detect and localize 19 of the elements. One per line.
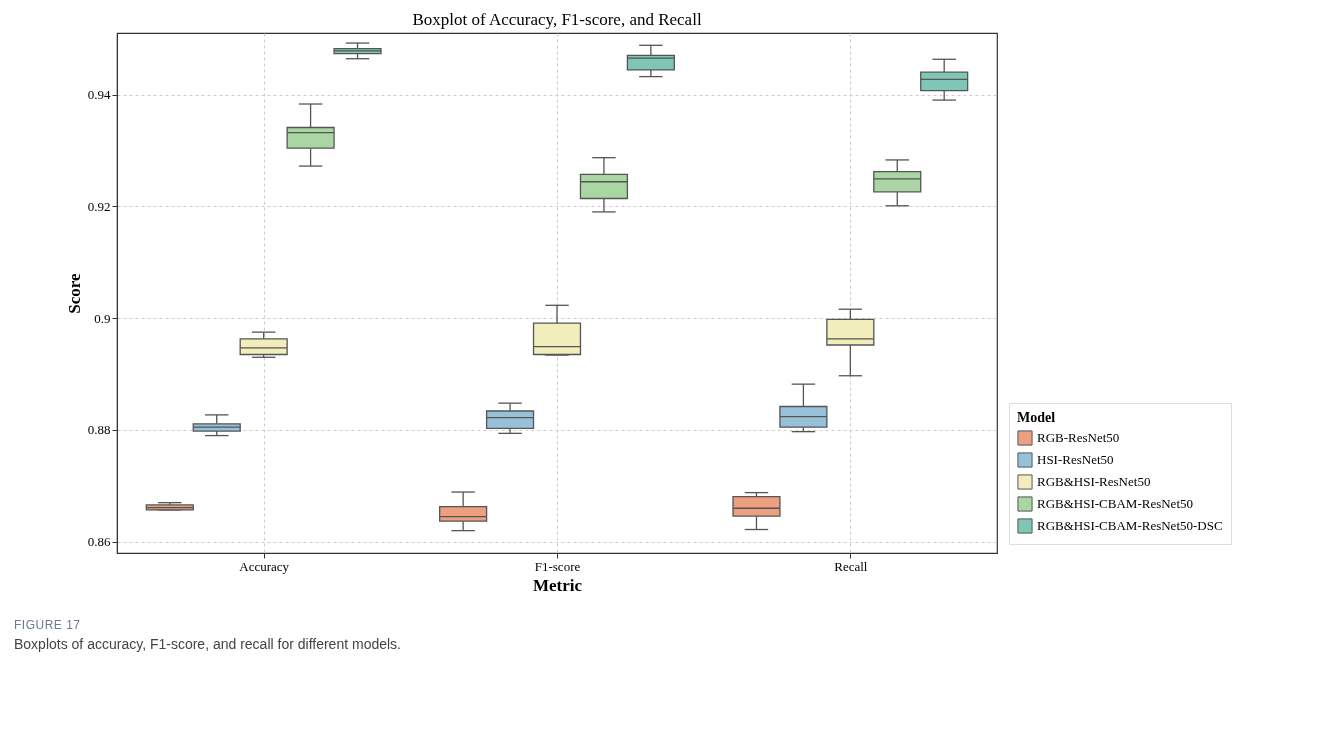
legend-label: RGB&HSI-ResNet50: [1037, 474, 1151, 489]
legend-label: RGB-ResNet50: [1037, 430, 1120, 445]
y-tick-label: 0.88: [87, 422, 111, 438]
y-axis-title: Score: [64, 272, 84, 314]
x-tick-label: Recall: [834, 558, 868, 574]
x-tick-label: F1-score: [534, 558, 581, 574]
caption: FIGURE 17: [14, 618, 82, 632]
legend-title: Model: [1017, 410, 1056, 425]
legend-label: RGB&HSI-CBAM-ResNet50: [1037, 496, 1194, 511]
text: Boxplots of accuracy, F1-score, and recall for different models.: [14, 636, 402, 652]
x-axis-title: Metric: [532, 575, 583, 595]
y-tick-label: 0.94: [87, 87, 111, 103]
y-tick-label: 0.9: [94, 310, 111, 326]
y-tick-label: 0.92: [87, 198, 111, 214]
y-tick-label: 0.86: [87, 534, 111, 550]
legend-label: RGB&HSI-CBAM-ResNet50-DSC: [1037, 518, 1223, 533]
legend-label: HSI-ResNet50: [1037, 452, 1114, 467]
x-tick-label: Accuracy: [239, 558, 290, 574]
chart-title: Boxplot of Accuracy, F1-score, and Recall: [412, 10, 702, 29]
